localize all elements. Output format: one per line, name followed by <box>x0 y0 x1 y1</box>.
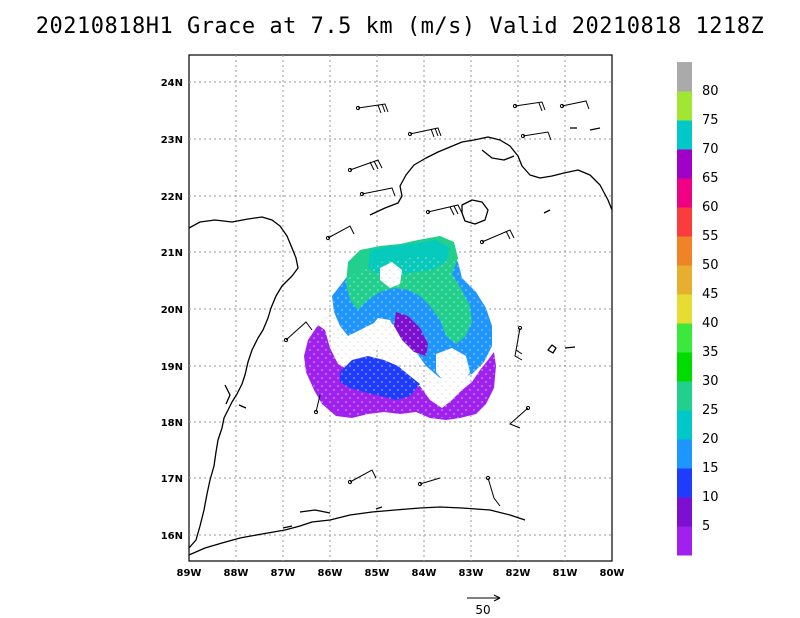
lon-label: 84W <box>412 568 437 579</box>
lon-label: 87W <box>271 568 296 579</box>
lat-label: 21N <box>161 248 183 259</box>
lon-label: 80W <box>600 568 625 579</box>
colorbar-swatch <box>677 149 692 179</box>
colorbar-swatch <box>677 410 692 440</box>
colorbar-label: 65 <box>702 171 719 186</box>
colorbar-label: 55 <box>702 229 719 244</box>
colorbar-swatch <box>677 439 692 469</box>
colorbar-label: 45 <box>702 287 719 302</box>
colorbar-swatch <box>677 323 692 353</box>
colorbar-label: 30 <box>702 374 719 389</box>
reference-vector: 50 <box>467 594 501 617</box>
colorbar-label: 80 <box>702 84 719 99</box>
colorbar-swatch <box>677 120 692 150</box>
lat-label: 18N <box>161 418 183 429</box>
lon-label: 83W <box>459 568 484 579</box>
colorbar-label: 20 <box>702 432 719 447</box>
lat-label: 20N <box>161 305 183 316</box>
lon-label: 88W <box>224 568 249 579</box>
reference-vector-label: 50 <box>475 603 490 617</box>
colorbar-label: 35 <box>702 345 719 360</box>
coastline <box>189 127 612 556</box>
colorbar: 5 10 15 20 25 30 35 40 45 50 55 60 65 70 75 80 <box>677 62 719 556</box>
colorbar-label: 5 <box>702 519 710 534</box>
lon-label: 89W <box>177 568 202 579</box>
colorbar-swatch <box>677 468 692 498</box>
colorbar-label: 15 <box>702 461 719 476</box>
lat-label: 19N <box>161 362 183 373</box>
lon-label: 81W <box>553 568 578 579</box>
colorbar-label: 60 <box>702 200 719 215</box>
colorbar-swatch <box>677 497 692 527</box>
map-title: 20210818H1 Grace at 7.5 km (m/s) Valid 2… <box>35 14 765 39</box>
colorbar-swatch <box>677 294 692 324</box>
lon-label: 82W <box>506 568 531 579</box>
lat-label: 24N <box>161 78 183 89</box>
colorbar-swatch <box>677 352 692 382</box>
colorbar-swatch <box>677 236 692 266</box>
colorbar-label: 25 <box>702 403 719 418</box>
lat-label: 23N <box>161 135 183 146</box>
lat-label: 16N <box>161 531 183 542</box>
colorbar-label: 75 <box>702 113 719 128</box>
wind-barbs <box>283 100 590 507</box>
colorbar-swatch <box>677 265 692 295</box>
colorbar-swatch <box>677 381 692 411</box>
lon-label: 86W <box>318 568 343 579</box>
colorbar-label: 40 <box>702 316 719 331</box>
lon-label: 85W <box>365 568 390 579</box>
lat-label: 17N <box>161 474 183 485</box>
colorbar-swatch <box>677 178 692 208</box>
latitude-labels: 16N 17N 18N 19N 20N 21N 22N 23N 24N <box>161 78 183 542</box>
wind-speed-field <box>304 236 496 420</box>
colorbar-swatch <box>677 526 692 556</box>
colorbar-swatch <box>677 91 692 121</box>
longitude-labels: 89W 88W 87W 86W 85W 84W 83W 82W 81W 80W <box>177 568 625 579</box>
colorbar-swatch <box>677 207 692 237</box>
lat-label: 22N <box>161 192 183 203</box>
colorbar-swatch <box>677 62 692 92</box>
colorbar-label: 50 <box>702 258 719 273</box>
colorbar-label: 70 <box>702 142 719 157</box>
colorbar-label: 10 <box>702 490 719 505</box>
